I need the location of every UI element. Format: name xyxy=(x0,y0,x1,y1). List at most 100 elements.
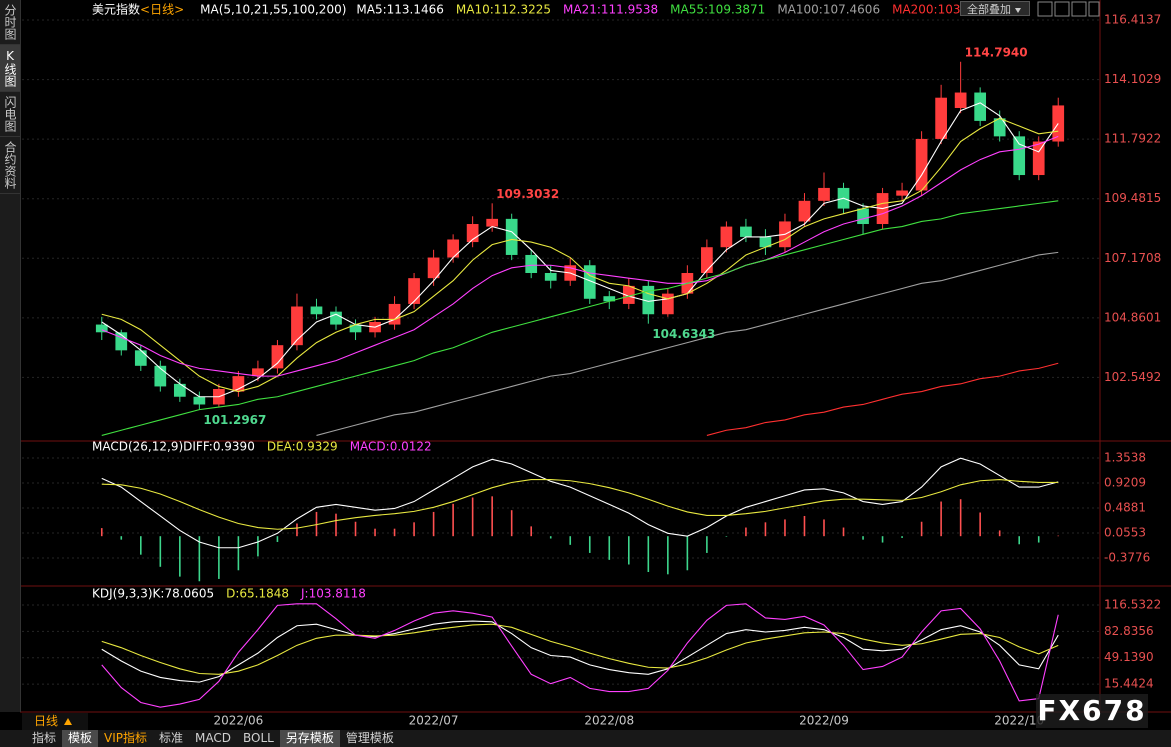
candle-body xyxy=(252,368,264,377)
candle-body xyxy=(330,311,342,325)
candle-body xyxy=(349,324,362,333)
extreme-label: 114.7940 xyxy=(965,45,1028,59)
candle-body xyxy=(193,396,206,405)
window-buttons[interactable] xyxy=(1037,1,1100,17)
candle-body xyxy=(798,200,811,222)
candle-body xyxy=(701,247,713,273)
footer-tab[interactable]: 模板 xyxy=(62,730,99,747)
period-label: 日线 xyxy=(34,714,59,728)
candle-body xyxy=(466,224,479,243)
line-series xyxy=(101,457,1059,549)
candle-body xyxy=(622,285,635,304)
legend-entry: MA21:111.9538 xyxy=(563,3,658,17)
candle-body xyxy=(974,92,987,121)
candle-body xyxy=(447,239,459,258)
candle-body xyxy=(896,190,908,196)
candle-body xyxy=(993,118,1006,137)
legend-entry: DEA:0.9329 xyxy=(267,440,338,454)
legend-entry: MA5:113.1466 xyxy=(356,3,444,17)
x-tick-label: 2022/08 xyxy=(584,714,634,728)
button[interactable] xyxy=(1054,1,1070,17)
footer-tab[interactable]: 标准 xyxy=(159,731,184,745)
y-tick-label: 0.9209 xyxy=(1104,476,1146,490)
candle-body xyxy=(95,324,108,333)
y-tick-label: 0.4881 xyxy=(1104,501,1146,515)
sidebar-tab[interactable]: 合约资料 xyxy=(0,137,20,194)
footer-tab[interactable]: BOLL xyxy=(243,731,274,745)
watermark: FX678 xyxy=(1036,694,1148,728)
sidebar: 分时图 K线图 闪电图 合约资料 xyxy=(0,0,21,712)
panel-title: <日线> xyxy=(140,3,184,17)
candle-body xyxy=(232,376,245,392)
extreme-label: 104.6343 xyxy=(652,327,715,341)
sidebar-tab[interactable]: 闪电图 xyxy=(0,92,20,137)
candle-body xyxy=(661,293,674,315)
y-tick-label: 116.5322 xyxy=(1104,597,1161,611)
y-tick-label: 104.8601 xyxy=(1104,310,1161,324)
legend-entry: J:103.8118 xyxy=(300,587,366,601)
panel-title: MACD(26,12,9) xyxy=(92,440,183,454)
footer-tab[interactable]: 另存模板 xyxy=(279,730,340,747)
candle-body xyxy=(915,138,928,191)
candle-body xyxy=(486,218,499,227)
line-series xyxy=(706,362,1059,436)
legend-entry: MACD:0.0122 xyxy=(350,440,432,454)
candle-body xyxy=(935,97,947,139)
x-tick-label: 2022/07 xyxy=(409,714,459,728)
line-series xyxy=(101,200,1059,436)
candle-body xyxy=(115,332,128,351)
line-series xyxy=(101,623,1059,675)
period-button[interactable]: 日线 xyxy=(22,713,88,730)
y-tick-label: 114.1029 xyxy=(1104,72,1161,86)
button[interactable] xyxy=(1037,1,1053,17)
candle-body xyxy=(1013,136,1026,176)
line-series xyxy=(101,102,1059,398)
y-tick-label: -0.3776 xyxy=(1104,551,1150,565)
plot-area xyxy=(101,603,1059,708)
candle-body xyxy=(134,350,147,366)
overlay-button[interactable]: 全部叠加 xyxy=(960,1,1030,16)
candle-body xyxy=(857,208,869,225)
dropdown-arrow xyxy=(1015,8,1021,13)
footer-tab[interactable]: 管理模板 xyxy=(345,731,394,745)
x-tick-label: 2022/10 xyxy=(994,714,1044,728)
sidebar-tab[interactable]: 分时图 xyxy=(0,0,20,45)
legend-entry: MA10:112.3225 xyxy=(456,3,551,17)
candle-body xyxy=(818,187,830,201)
footer-tab[interactable]: MACD xyxy=(195,731,232,745)
candle-body xyxy=(525,254,538,273)
y-tick-label: 109.4815 xyxy=(1104,191,1161,205)
candle-body xyxy=(583,265,596,299)
line-series xyxy=(316,251,1059,436)
extreme-label: 101.2967 xyxy=(203,413,266,427)
candle-body xyxy=(642,285,655,315)
panel-title: KDJ(9,3,3) xyxy=(92,587,153,601)
candle-body xyxy=(388,303,401,325)
candle-body xyxy=(173,383,186,397)
button[interactable] xyxy=(1088,1,1100,17)
candle-body xyxy=(505,218,518,255)
sidebar-tab[interactable]: K线图 xyxy=(0,45,20,92)
footer-tab[interactable]: VIP指标 xyxy=(104,731,148,745)
plot-area xyxy=(95,61,1065,436)
candle-body xyxy=(310,306,323,315)
line-series xyxy=(101,603,1059,708)
button[interactable] xyxy=(1071,1,1087,17)
y-tick-label: 1.3538 xyxy=(1104,450,1146,464)
y-tick-label: 107.1708 xyxy=(1104,251,1161,265)
footer-tab[interactable]: 指标 xyxy=(32,731,57,745)
candle-body xyxy=(154,365,167,387)
footer-tabs: 指标 模板 VIP指标 标准 MACD BOLL 另存模板 管理模板 xyxy=(0,730,1171,747)
y-tick-label: 49.1390 xyxy=(1104,650,1154,664)
candle-body xyxy=(720,226,733,248)
candle-body xyxy=(271,345,284,369)
x-tick-label: 2022/06 xyxy=(213,714,263,728)
legend-entry: K:78.0605 xyxy=(153,587,215,601)
y-tick-label: 0.0553 xyxy=(1104,525,1146,539)
legend-entry: MA55:109.3871 xyxy=(670,3,765,17)
panel-title: 美元指数 xyxy=(92,2,140,17)
line-series xyxy=(101,620,1059,683)
line-series xyxy=(101,135,1059,377)
panel-title: MA(5,10,21,55,100,200) xyxy=(200,3,346,17)
